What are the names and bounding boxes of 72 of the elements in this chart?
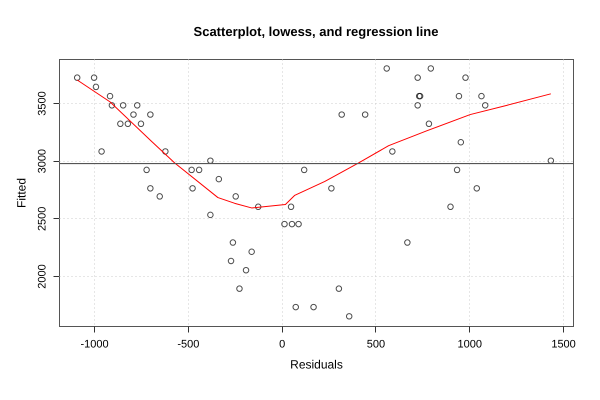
- point: [404, 239, 411, 246]
- point: [130, 111, 137, 118]
- point: [292, 304, 299, 310]
- point: [288, 204, 294, 210]
- x-tick-label: -500: [177, 338, 200, 350]
- point: [196, 166, 202, 174]
- point: [310, 304, 317, 310]
- point: [288, 220, 296, 228]
- point: [124, 120, 132, 128]
- point: [389, 148, 396, 155]
- point: [362, 111, 368, 118]
- x-tick-label: 1000: [458, 338, 482, 350]
- point: [188, 166, 195, 174]
- point: [147, 185, 154, 192]
- point: [189, 185, 196, 192]
- point: [336, 285, 342, 292]
- point: [207, 212, 214, 218]
- point: [120, 102, 126, 109]
- y-tick-label: 3500: [36, 91, 48, 116]
- point: [248, 248, 255, 255]
- point: [134, 102, 140, 109]
- point: [462, 74, 469, 81]
- point: [236, 285, 243, 292]
- point: [216, 176, 222, 182]
- y-axis-title: Fitted: [14, 178, 28, 208]
- point: [474, 185, 480, 192]
- point: [328, 185, 335, 192]
- point: [281, 220, 288, 228]
- point: [106, 92, 114, 100]
- point: [232, 193, 239, 200]
- point: [482, 102, 488, 109]
- point: [92, 84, 100, 90]
- point: [338, 111, 345, 118]
- point: [143, 166, 150, 174]
- point: [74, 74, 80, 81]
- point: [254, 204, 262, 210]
- point: [138, 120, 144, 128]
- point: [300, 166, 308, 174]
- point: [456, 92, 462, 100]
- y-tick-label: 3000: [36, 148, 48, 174]
- point: [108, 102, 116, 109]
- x-tick-label: 1500: [551, 338, 576, 350]
- point: [383, 65, 390, 72]
- point: [447, 204, 454, 210]
- point: [242, 266, 250, 274]
- x-tick-label: 500: [366, 338, 386, 350]
- point: [414, 74, 421, 81]
- point: [458, 139, 464, 146]
- point: [207, 157, 214, 164]
- point: [228, 258, 234, 264]
- point: [346, 313, 352, 320]
- point: [156, 193, 163, 200]
- point: [414, 102, 421, 109]
- chart-title: Scatterplot, lowess, and regression line: [194, 24, 438, 39]
- point: [98, 148, 105, 155]
- point: [147, 111, 154, 118]
- line-series: [76, 79, 552, 208]
- point: [428, 65, 434, 72]
- x-tick-label: 0: [279, 338, 286, 350]
- y-tick-label: 2000: [36, 264, 48, 289]
- x-tick-label: -1000: [80, 338, 109, 350]
- point: [548, 157, 554, 164]
- point: [454, 166, 460, 174]
- point: [230, 239, 236, 246]
- x-axis-title: Residuals: [290, 358, 343, 372]
- point: [90, 74, 98, 81]
- point: [478, 92, 485, 100]
- point: [295, 220, 302, 228]
- point: [426, 120, 432, 128]
- point: [162, 148, 169, 155]
- y-tick-label: 2500: [36, 206, 48, 232]
- point: [117, 120, 124, 128]
